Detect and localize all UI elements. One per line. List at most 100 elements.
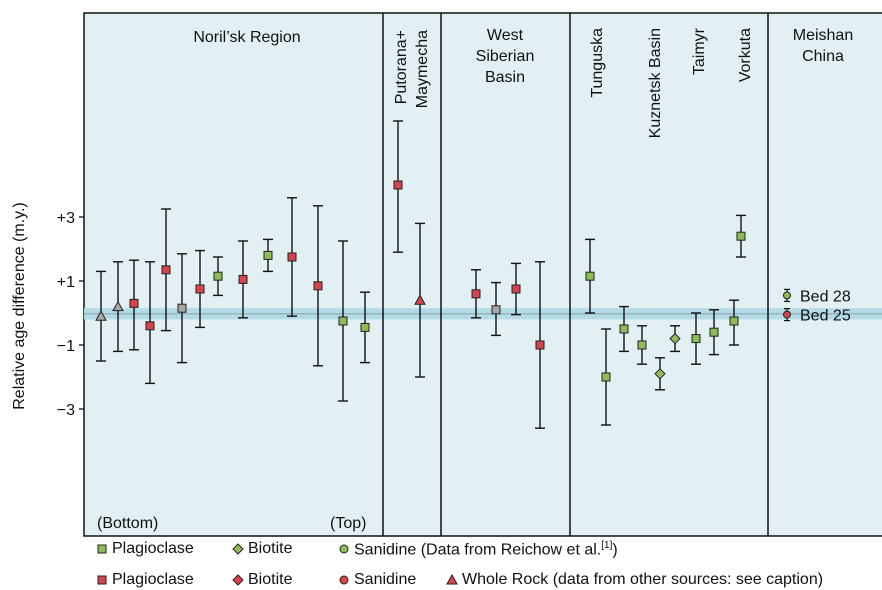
legend-marker bbox=[446, 574, 458, 585]
data-point bbox=[213, 256, 223, 297]
section-label: Noril’sk Region bbox=[193, 29, 300, 46]
point-marker bbox=[360, 322, 370, 332]
data-point bbox=[654, 357, 666, 391]
legend-label: Biotite bbox=[248, 571, 293, 588]
y-tick-label: −3 bbox=[57, 402, 75, 419]
point-marker bbox=[691, 334, 701, 344]
data-point bbox=[195, 249, 205, 329]
data-point bbox=[393, 120, 403, 253]
data-point bbox=[360, 291, 370, 364]
data-point bbox=[414, 222, 426, 378]
point-marker bbox=[709, 327, 719, 337]
legend-marker bbox=[97, 575, 107, 585]
data-point bbox=[313, 205, 323, 367]
point-marker bbox=[491, 305, 501, 315]
point-marker bbox=[263, 250, 273, 260]
data-point bbox=[112, 261, 124, 353]
legend-marker-icon bbox=[339, 575, 349, 585]
data-points bbox=[95, 120, 746, 429]
legend-marker bbox=[232, 543, 244, 555]
point-marker bbox=[195, 284, 205, 294]
meishan-bed: Bed 25 bbox=[783, 308, 851, 325]
point-marker bbox=[511, 284, 521, 294]
legend-marker-icon bbox=[97, 575, 107, 585]
legend-marker-icon bbox=[97, 544, 107, 554]
data-point bbox=[161, 208, 171, 332]
section-label: Basin bbox=[485, 69, 525, 86]
legend-marker bbox=[97, 544, 107, 554]
point-marker bbox=[145, 321, 155, 331]
data-point bbox=[263, 238, 273, 273]
y-tick-label: +3 bbox=[57, 210, 75, 227]
section-labels: Noril’sk Region Putorana+ Maymecha West Sibe… bbox=[193, 27, 853, 138]
section-label: Maymecha bbox=[414, 30, 431, 108]
data-point bbox=[535, 261, 545, 429]
point-marker bbox=[637, 340, 647, 350]
point-marker bbox=[95, 310, 107, 321]
data-point bbox=[129, 259, 139, 351]
bed-marker bbox=[783, 291, 791, 300]
legend-marker-icon bbox=[232, 543, 244, 555]
point-marker bbox=[535, 340, 545, 350]
data-point bbox=[637, 325, 647, 365]
point-marker bbox=[112, 300, 124, 312]
point-marker bbox=[161, 265, 171, 275]
legend-citation: [1] bbox=[601, 540, 613, 551]
legend-marker bbox=[339, 544, 349, 554]
point-marker bbox=[601, 372, 611, 382]
data-point bbox=[619, 305, 629, 353]
bed-marker bbox=[783, 310, 791, 319]
data-point bbox=[471, 269, 481, 319]
y-tick-label: −1 bbox=[57, 338, 75, 355]
section-label: Taimyr bbox=[691, 27, 708, 75]
section-label: Meishan bbox=[793, 27, 853, 44]
section-label: China bbox=[802, 48, 844, 65]
plot-panel bbox=[83, 12, 882, 537]
data-point bbox=[177, 253, 187, 364]
reference-band bbox=[84, 308, 882, 320]
point-marker bbox=[654, 368, 666, 380]
data-point bbox=[145, 261, 155, 385]
legend-marker-icon bbox=[232, 574, 244, 586]
legend-label: Plagioclase bbox=[112, 540, 194, 557]
data-point bbox=[491, 281, 501, 337]
point-marker bbox=[414, 294, 426, 305]
legend-marker bbox=[339, 575, 349, 585]
legend-marker bbox=[232, 574, 244, 586]
data-point bbox=[736, 214, 746, 258]
section-label: West bbox=[487, 27, 524, 44]
point-marker bbox=[313, 281, 323, 291]
legend-marker-icon bbox=[446, 574, 458, 585]
point-marker bbox=[238, 274, 248, 284]
data-point bbox=[709, 309, 719, 356]
data-point bbox=[669, 325, 681, 353]
section-label: Siberian bbox=[476, 48, 535, 65]
point-marker bbox=[129, 298, 139, 308]
section-label: Tunguska bbox=[589, 28, 606, 98]
data-point bbox=[338, 240, 348, 402]
legend-label: Whole Rock (data from other sources: see… bbox=[462, 571, 824, 588]
data-point bbox=[287, 197, 297, 317]
point-marker bbox=[213, 271, 223, 281]
point-marker bbox=[177, 303, 187, 313]
point-marker bbox=[585, 271, 595, 281]
data-point bbox=[585, 238, 595, 314]
legend-label: Sanidine bbox=[354, 571, 417, 588]
section-label: Kuznetsk Basin bbox=[647, 28, 664, 138]
y-axis-label: Relative age difference (m.y.) bbox=[11, 202, 28, 410]
plot-background bbox=[83, 12, 882, 537]
point-marker bbox=[669, 332, 681, 345]
data-point bbox=[238, 240, 248, 319]
section-label: Vorkuta bbox=[737, 28, 754, 82]
y-axis-ticks: +3 +1 −1 −3 bbox=[57, 210, 84, 419]
bottom-order-label: (Bottom) bbox=[97, 515, 158, 532]
top-order-label: (Top) bbox=[330, 515, 366, 532]
point-marker bbox=[471, 289, 481, 299]
section-label: Putorana+ bbox=[393, 30, 410, 104]
data-point bbox=[511, 262, 521, 316]
meishan-beds: Bed 28 Bed 25 bbox=[783, 288, 851, 325]
point-marker bbox=[729, 316, 739, 326]
legend-label: Biotite bbox=[248, 540, 293, 557]
section-dividers bbox=[382, 13, 769, 536]
